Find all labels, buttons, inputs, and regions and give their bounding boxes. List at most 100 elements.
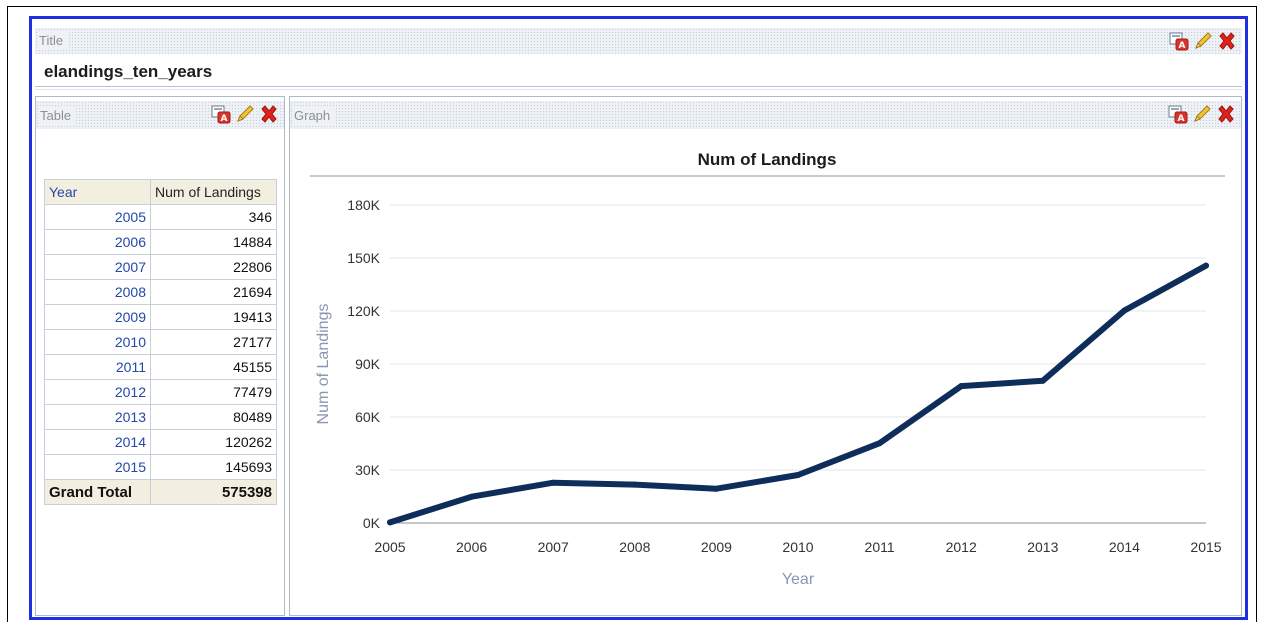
series-line[interactable] xyxy=(387,262,1209,526)
x-tick-label: 2005 xyxy=(374,539,405,555)
value-cell: 14884 xyxy=(150,229,277,255)
table-row: 2008 21694 xyxy=(44,279,277,305)
table-header-row: Year Num of Landings xyxy=(44,179,277,205)
table-panel: Table A Year Num of Landings 2005 346 200… xyxy=(35,96,285,616)
graph-panel-header: Graph A xyxy=(290,101,1241,129)
page-title: elandings_ten_years xyxy=(44,62,213,81)
table-section-label: Table xyxy=(40,107,76,125)
value-cell: 80489 xyxy=(150,404,277,430)
value-cell: 145693 xyxy=(150,454,277,480)
graph-panel-tools: A xyxy=(1167,103,1237,125)
chart-series xyxy=(387,262,1209,526)
x-tick-label: 2008 xyxy=(619,539,650,555)
year-cell[interactable]: 2014 xyxy=(44,429,151,455)
y-tick-label: 60K xyxy=(355,409,381,425)
table-row: 2005 346 xyxy=(44,204,277,230)
value-cell: 19413 xyxy=(150,304,277,330)
table-row: 2011 45155 xyxy=(44,354,277,380)
graph-section-label: Graph xyxy=(294,107,335,125)
data-point[interactable] xyxy=(1203,262,1209,269)
x-tick-label: 2011 xyxy=(865,539,895,555)
title-section-label: Title xyxy=(39,32,68,50)
landings-line-chart: Num of Landings 0K30K60K90K120K150K180K … xyxy=(310,150,1225,588)
title-divider xyxy=(35,86,1242,90)
grand-total-row: Grand Total 575398 xyxy=(44,479,277,505)
y-axis-title: Num of Landings xyxy=(315,304,332,425)
y-tick-label: 90K xyxy=(355,356,381,372)
delete-x-icon[interactable] xyxy=(258,103,280,125)
data-point[interactable] xyxy=(631,481,638,488)
data-point[interactable] xyxy=(468,493,475,500)
outer-frame xyxy=(7,6,1257,622)
year-cell[interactable]: 2010 xyxy=(44,329,151,355)
landings-table: Year Num of Landings 2005 346 2006 14884 2… xyxy=(44,179,277,505)
value-cell: 77479 xyxy=(150,379,277,405)
y-tick-label: 0K xyxy=(363,515,381,531)
value-cell: 346 xyxy=(150,204,277,230)
title-panel-header: Title A xyxy=(35,28,1242,54)
y-tick-label: 150K xyxy=(347,250,380,266)
delete-x-icon[interactable] xyxy=(1215,103,1237,125)
x-tick-label: 2015 xyxy=(1190,539,1221,555)
year-cell[interactable]: 2015 xyxy=(44,454,151,480)
value-cell: 120262 xyxy=(150,429,277,455)
y-tick-label: 30K xyxy=(355,462,381,478)
table-row: 2009 19413 xyxy=(44,304,277,330)
value-cell: 22806 xyxy=(150,254,277,280)
table-panel-header: Table A xyxy=(36,101,284,129)
x-tick-labels: 2005 2006 2007 2008 2009 2010 2011 2012 2013 2014… xyxy=(374,539,1221,555)
grand-total-value: 575398 xyxy=(150,479,277,505)
svg-text:A: A xyxy=(1179,41,1186,51)
graph-panel: Graph A Num of Landings 0K 30K 60K 90K 120K 1… xyxy=(289,96,1242,616)
table-row: 2007 22806 xyxy=(44,254,277,280)
title-panel-tools: A xyxy=(1168,30,1238,52)
x-tick-label: 2013 xyxy=(1027,539,1058,555)
table-row: 2013 80489 xyxy=(44,404,277,430)
table-panel-tools: A xyxy=(210,103,280,125)
data-point[interactable] xyxy=(795,471,801,478)
year-cell[interactable]: 2008 xyxy=(44,279,151,305)
data-point[interactable] xyxy=(1121,307,1128,314)
table-row: 2014 120262 xyxy=(44,429,277,455)
x-tick-label: 2006 xyxy=(456,539,487,555)
x-tick-label: 2010 xyxy=(782,539,813,555)
print-icon[interactable]: A xyxy=(210,103,232,125)
column-header-year[interactable]: Year xyxy=(44,179,151,205)
print-icon[interactable]: A xyxy=(1168,30,1190,52)
year-cell[interactable]: 2013 xyxy=(44,404,151,430)
x-tick-label: 2014 xyxy=(1109,539,1140,555)
edit-pencil-icon[interactable] xyxy=(1191,103,1213,125)
data-point[interactable] xyxy=(550,479,557,486)
data-point[interactable] xyxy=(958,383,965,390)
y-tick-labels: 0K 30K 60K 90K 120K 150K 180K xyxy=(347,197,380,531)
title-panel: Title A elandings_ten_years xyxy=(35,24,1242,94)
svg-text:A: A xyxy=(1178,114,1185,124)
x-tick-label: 2007 xyxy=(538,539,569,555)
selection-frame xyxy=(29,16,1248,620)
y-tick-label: 180K xyxy=(347,197,380,213)
year-cell[interactable]: 2007 xyxy=(44,254,151,280)
delete-x-icon[interactable] xyxy=(1216,30,1238,52)
data-point[interactable] xyxy=(713,485,720,492)
table-row: 2006 14884 xyxy=(44,229,277,255)
year-cell[interactable]: 2006 xyxy=(44,229,151,255)
data-point[interactable] xyxy=(387,519,393,526)
x-axis-title: Year xyxy=(782,571,815,588)
year-cell[interactable]: 2012 xyxy=(44,379,151,405)
table-row: 2010 27177 xyxy=(44,329,277,355)
table-row: 2012 77479 xyxy=(44,379,277,405)
year-cell[interactable]: 2011 xyxy=(44,354,151,380)
svg-text:A: A xyxy=(221,114,228,124)
y-tick-label: 120K xyxy=(347,303,380,319)
year-cell[interactable]: 2009 xyxy=(44,304,151,330)
value-cell: 45155 xyxy=(150,354,277,380)
edit-pencil-icon[interactable] xyxy=(234,103,256,125)
edit-pencil-icon[interactable] xyxy=(1192,30,1214,52)
column-header-num-of-landings[interactable]: Num of Landings xyxy=(150,179,277,205)
data-point[interactable] xyxy=(876,440,883,447)
data-point[interactable] xyxy=(1039,377,1046,384)
value-cell: 27177 xyxy=(150,329,277,355)
year-cell[interactable]: 2005 xyxy=(44,204,151,230)
print-icon[interactable]: A xyxy=(1167,103,1189,125)
chart-title: Num of Landings xyxy=(698,150,837,169)
